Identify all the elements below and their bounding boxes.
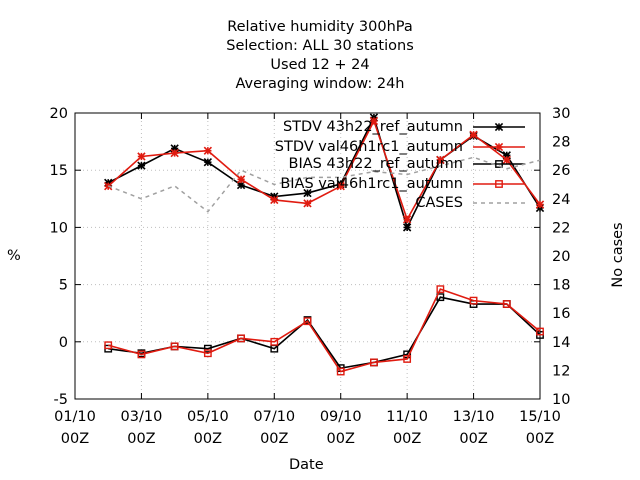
data-point-star-1 [236, 175, 246, 184]
y2-tick-label: 24 [552, 192, 570, 208]
data-point-star-1 [436, 155, 445, 165]
data-point-star-1 [303, 199, 312, 208]
data-point-square-3 [536, 327, 544, 336]
data-point-star-0 [137, 161, 146, 170]
x-tick-label-hour: 00Z [127, 431, 155, 447]
data-point-star-1 [336, 182, 345, 191]
legend-label-bias-val: BIAS val46h1rc1_autumn [280, 176, 463, 192]
data-point-star-1 [369, 116, 379, 126]
legend-sample-marker-0 [494, 122, 504, 132]
data-point-star-0 [303, 188, 312, 198]
x-tick-label-date: 09/10 [320, 409, 362, 425]
y-tick-label: -5 [54, 392, 68, 408]
data-point-star-1 [535, 200, 545, 209]
x-tick-label-date: 15/10 [519, 409, 561, 425]
x-tick-label-hour: 00Z [194, 431, 222, 447]
legend-label-stdv-ref: STDV 43h22_ref_autumn [282, 119, 463, 135]
data-point-square-2 [203, 344, 212, 353]
data-point-square-3 [336, 367, 345, 376]
data-point-star-0 [203, 158, 213, 167]
x-tick-label-hour: 00Z [459, 431, 487, 447]
y-tick-label: 10 [50, 220, 68, 236]
y2-tick-label: 14 [552, 335, 570, 351]
data-point-star-0 [402, 223, 412, 232]
chart-title-line-2: Selection: ALL 30 stations [226, 38, 414, 54]
x-tick-label-date: 11/10 [386, 409, 428, 425]
legend-label-bias-ref: BIAS 43h22_ref_autumn [288, 156, 463, 172]
y-tick-label: 20 [50, 106, 68, 122]
data-point-square-3 [237, 334, 245, 343]
y2-tick-label: 30 [552, 106, 570, 122]
legend-label-stdv-val: STDV val46h1rc1_autumn [274, 139, 463, 155]
y2-tick-label: 10 [552, 392, 570, 408]
x-tick-label-hour: 00Z [61, 431, 89, 447]
y-tick-label: 5 [59, 278, 68, 294]
data-point-square-3 [303, 317, 312, 326]
x-tick-label-hour: 00Z [526, 431, 554, 447]
data-point-square-3 [436, 285, 445, 294]
x-tick-label-date: 01/10 [54, 409, 96, 425]
data-point-star-1 [502, 155, 511, 165]
data-point-star-1 [170, 148, 179, 158]
x-axis-label: Date [289, 457, 324, 473]
y2-tick-label: 16 [552, 306, 570, 322]
data-point-star-1 [270, 195, 279, 205]
y2-tick-label: 28 [552, 135, 570, 151]
data-point-square-3 [370, 358, 378, 367]
series-line-3 [108, 288, 541, 373]
x-tick-label-hour: 00Z [260, 431, 288, 447]
data-point-square-3 [502, 300, 511, 308]
legend-sample-marker-1 [494, 142, 504, 152]
data-point-square-3 [203, 349, 212, 358]
x-tick-label-date: 05/10 [187, 409, 229, 425]
data-point-star-1 [402, 215, 412, 224]
data-point-square-3 [104, 341, 113, 350]
y2-tick-label: 12 [552, 363, 570, 379]
y-tick-label: 0 [59, 335, 68, 351]
y2-axis-label: No cases [610, 222, 626, 288]
legend-sample-marker-2 [495, 160, 503, 168]
x-tick-label-hour: 00Z [393, 431, 421, 447]
data-point-star-1 [469, 130, 478, 139]
x-tick-label-date: 03/10 [121, 409, 163, 425]
x-tick-label-date: 07/10 [253, 409, 295, 425]
data-point-star-1 [137, 152, 146, 161]
data-point-square-3 [270, 337, 279, 346]
series-line-1 [107, 118, 541, 222]
y-tick-label: 15 [50, 163, 68, 179]
legend-label-cases: CASES [415, 195, 463, 211]
y2-tick-label: 26 [552, 163, 570, 179]
x-tick-label-date: 13/10 [453, 409, 495, 425]
chart-title-line-1: Relative humidity 300hPa [227, 19, 413, 35]
y2-tick-label: 20 [552, 249, 570, 265]
chart-title-line-4: Averaging window: 24h [235, 76, 405, 92]
data-point-square-3 [469, 296, 478, 305]
y2-tick-label: 22 [552, 220, 570, 236]
y-axis-label: % [7, 248, 21, 264]
legend-sample-marker-3 [495, 180, 503, 188]
chart-title-line-3: Used 12 + 24 [270, 57, 370, 73]
data-point-square-3 [403, 355, 412, 363]
x-tick-label-hour: 00Z [327, 431, 355, 447]
plot-frame [74, 112, 541, 400]
data-point-star-1 [203, 146, 213, 155]
data-point-square-3 [137, 350, 146, 359]
data-point-square-3 [170, 342, 179, 351]
y2-tick-label: 18 [552, 278, 570, 294]
